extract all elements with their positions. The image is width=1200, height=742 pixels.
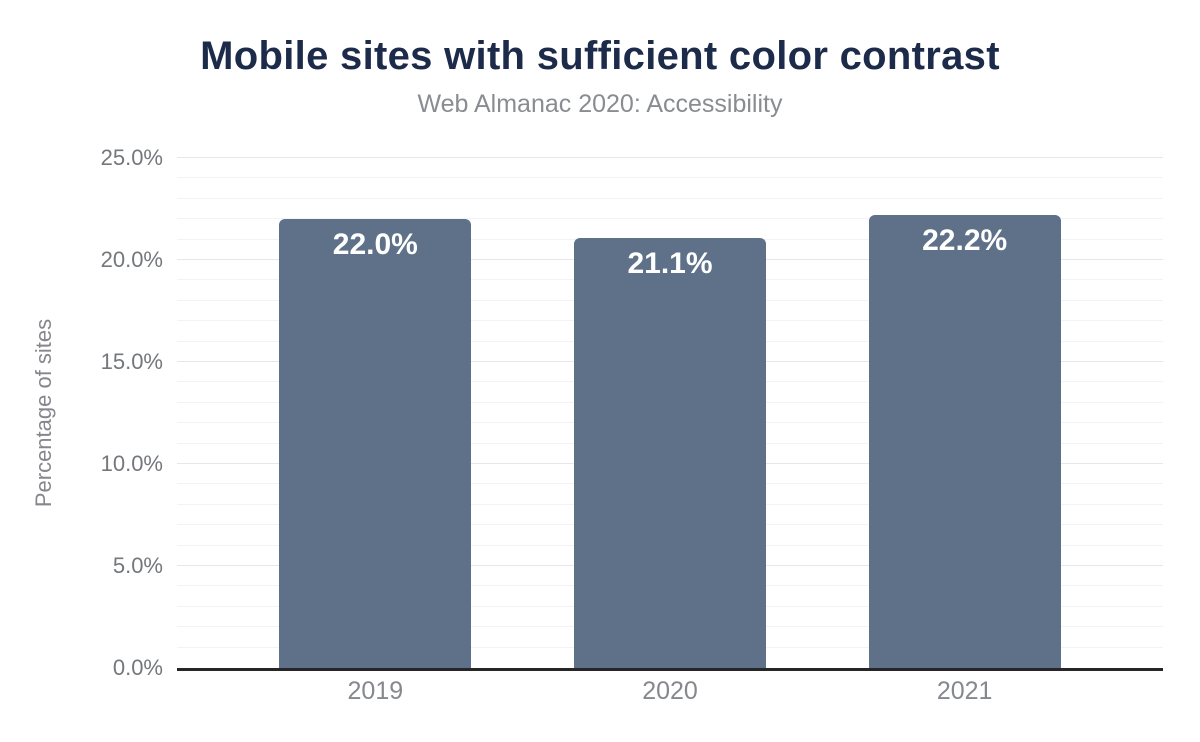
y-tick-label: 20.0%	[100, 247, 163, 272]
bar-value-label: 22.0%	[332, 228, 418, 262]
y-tick-labels: 0.0% 5.0% 10.0% 15.0% 20.0% 25.0%	[55, 147, 163, 679]
bar-2020: 21.1%	[574, 237, 766, 668]
chart-title: Mobile sites with sufficient color contr…	[200, 34, 1000, 78]
y-tick-label: 5.0%	[112, 553, 163, 578]
bar-value-label: 22.2%	[922, 224, 1008, 258]
bar-2021: 22.2%	[868, 215, 1061, 668]
x-tick-labels: 2019 2020 2021	[177, 676, 1163, 708]
x-tick-label: 2019	[347, 677, 404, 705]
x-axis-line	[177, 668, 1163, 671]
gridline-minor	[177, 177, 1163, 179]
gridline-minor	[177, 197, 1163, 199]
bar-2019: 22.0%	[279, 219, 472, 668]
y-tick-label: 25.0%	[100, 145, 163, 170]
chart-subtitle: Web Almanac 2020: Accessibility	[417, 90, 783, 118]
gridline-minor	[177, 218, 1163, 220]
y-tick-label: 10.0%	[100, 451, 163, 476]
bar-value-label: 21.1%	[627, 246, 713, 280]
y-tick-label: 15.0%	[100, 349, 163, 374]
y-tick-label: 0.0%	[112, 655, 163, 680]
plot-area: 22.0% 21.1% 22.2%	[177, 157, 1163, 671]
x-tick-label: 2020	[642, 677, 698, 705]
x-tick-label: 2021	[936, 677, 993, 705]
y-axis-title: Percentage of sites	[31, 318, 56, 508]
gridline-major	[177, 157, 1163, 158]
